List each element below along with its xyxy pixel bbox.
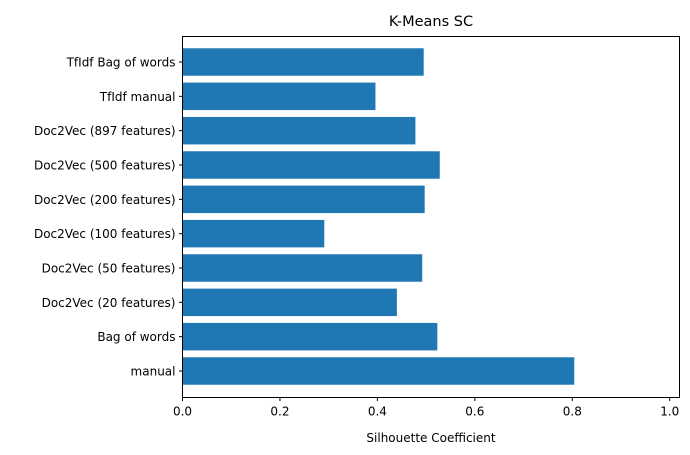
x-tick-label: 0.2 — [270, 405, 289, 419]
x-tick-label: 1.0 — [660, 405, 679, 419]
bar — [182, 357, 575, 385]
y-tick-label: Doc2Vec (200 features) — [34, 193, 176, 207]
y-tick-label: Doc2Vec (20 features) — [42, 296, 176, 310]
plot-frame — [182, 36, 680, 398]
y-tick-label: Doc2Vec (100 features) — [34, 227, 176, 241]
chart-title: K-Means SC — [389, 14, 473, 30]
x-tick-label: 0.8 — [563, 405, 582, 419]
bar — [182, 322, 438, 351]
y-tick-labels: manual Bag of words Doc2Vec (20 features) D… — [34, 56, 183, 379]
bar — [182, 288, 397, 317]
bar — [182, 254, 423, 282]
y-tick-label: Doc2Vec (50 features) — [42, 262, 176, 276]
y-tick-label: TfIdf manual — [99, 90, 176, 104]
bars-group — [182, 48, 575, 385]
x-axis-label: Silhouette Coefficient — [366, 431, 495, 445]
x-tick-label: 0.0 — [173, 405, 192, 419]
bar — [182, 151, 440, 179]
y-tick-label: TfIdf Bag of words — [66, 56, 176, 70]
bar — [182, 82, 376, 111]
x-tick-label: 0.6 — [465, 405, 484, 419]
bar — [182, 185, 425, 214]
bar — [182, 116, 416, 145]
y-tick-label: manual — [131, 365, 176, 379]
y-tick-label: Bag of words — [97, 330, 175, 344]
x-ticks: 0.0 0.2 0.4 0.6 0.8 1.0 — [173, 397, 679, 419]
x-tick-label: 0.4 — [368, 405, 387, 419]
y-tick-label: Doc2Vec (897 features) — [34, 124, 176, 138]
bar — [182, 219, 325, 248]
y-tick-label: Doc2Vec (500 features) — [34, 159, 176, 173]
bar — [182, 48, 424, 76]
